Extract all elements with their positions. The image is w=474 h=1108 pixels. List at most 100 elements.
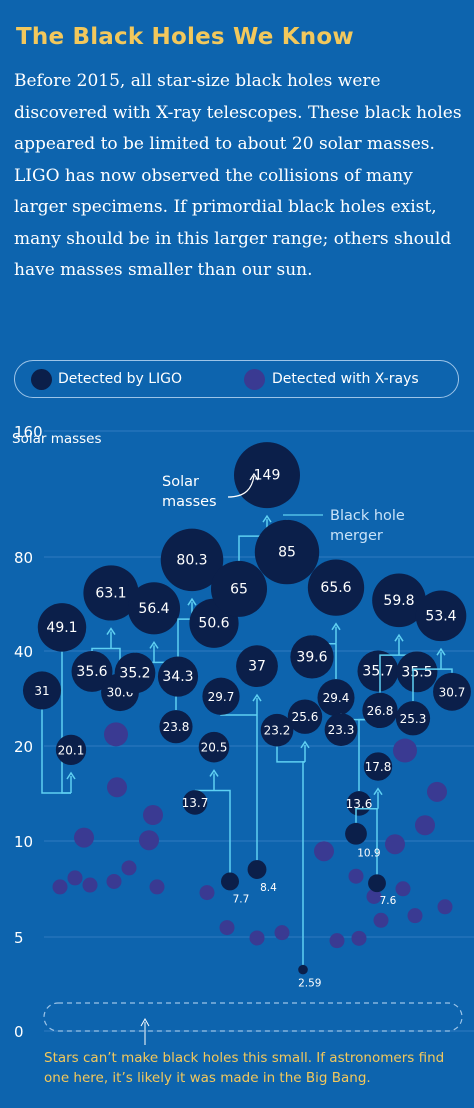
xray-point — [348, 868, 364, 884]
xray-point — [219, 920, 235, 936]
ligo-value-label: 23.3 — [328, 723, 355, 737]
ligo-value-label: 65 — [230, 581, 248, 597]
ligo-value-label: 39.6 — [296, 649, 327, 665]
ligo-value-label: 65.6 — [320, 580, 351, 596]
page-title: The Black Holes We Know — [16, 24, 354, 50]
ligo-value-label: 25.6 — [292, 710, 319, 724]
ligo-value-label: 35.7 — [362, 664, 393, 680]
merger-line — [302, 761, 305, 965]
xray-point — [274, 925, 290, 941]
merger-line — [379, 654, 399, 693]
ligo-point — [198, 731, 230, 763]
merger-line — [91, 647, 111, 651]
ligo-value-label: 7.7 — [233, 893, 250, 905]
merger-line — [276, 746, 305, 763]
ligo-legend-label: Detected by LIGO — [58, 371, 183, 387]
xray-point — [329, 933, 345, 949]
ligo-point — [37, 603, 87, 652]
ligo-value-label: 26.8 — [367, 704, 394, 718]
xray-point — [393, 738, 417, 763]
ligo-value-label: 17.8 — [365, 760, 392, 774]
ligo-point — [395, 701, 431, 736]
y-tick-label: 160 — [14, 423, 43, 441]
ligo-point — [157, 656, 199, 697]
xray-point — [143, 804, 163, 825]
xray-point — [67, 870, 83, 886]
ligo-value-label: 13.7 — [182, 796, 209, 810]
merger-arrowhead — [373, 787, 383, 796]
ligo-value-label: 35.5 — [401, 664, 432, 680]
ligo-value-label: 29.4 — [323, 691, 350, 705]
xray-point — [249, 930, 265, 946]
ligo-value-label: 53.4 — [425, 608, 456, 624]
ligo-value-label: 149 — [254, 468, 281, 484]
xray-point — [415, 815, 435, 836]
ligo-legend-dot — [31, 369, 52, 390]
xray-legend-dot — [244, 369, 265, 390]
ligo-point — [221, 872, 239, 891]
y-tick-label: 40 — [14, 643, 33, 661]
ligo-value-label: 34.3 — [162, 669, 193, 685]
merger-arrowhead — [187, 597, 197, 606]
merger-arrowhead — [106, 627, 116, 635]
ligo-point — [317, 679, 355, 717]
xray-legend-label: Detected with X-rays — [272, 371, 419, 387]
ligo-point — [307, 559, 365, 616]
ligo-point — [372, 573, 426, 628]
solar-masses-arrow — [227, 475, 255, 498]
xray-point — [149, 879, 165, 895]
xray-point — [395, 881, 411, 897]
ligo-point — [357, 650, 399, 692]
ligo-value-label: 20.1 — [58, 743, 85, 757]
xray-point — [199, 885, 215, 901]
xray-point — [407, 908, 423, 924]
primordial-region — [43, 1002, 463, 1032]
ligo-value-label: 56.4 — [138, 601, 169, 617]
y-tick-label: 10 — [14, 833, 33, 851]
ligo-point — [210, 560, 268, 617]
y-tick-label: 0 — [14, 1023, 24, 1041]
ligo-point — [159, 710, 193, 744]
ligo-value-label: 2.59 — [298, 977, 321, 989]
ligo-value-label: 10.9 — [357, 848, 380, 860]
merger-line — [441, 668, 453, 673]
ligo-point — [71, 650, 113, 692]
ligo-point — [290, 635, 334, 679]
merger-arrowhead — [66, 771, 76, 780]
ligo-point — [22, 671, 62, 710]
merger-line — [41, 709, 71, 794]
xray-point — [373, 912, 389, 928]
ligo-value-label: 29.7 — [208, 690, 235, 704]
ligo-point — [83, 565, 139, 621]
xray-point — [385, 834, 405, 855]
merger-line — [61, 651, 71, 794]
ligo-point — [415, 590, 467, 642]
ligo-value-label: 80.3 — [176, 552, 207, 568]
xray-point — [139, 830, 159, 851]
ligo-value-label: 7.6 — [380, 895, 397, 907]
merger-arrowhead — [262, 514, 272, 523]
ligo-value-label: 85 — [278, 545, 296, 561]
ligo-point — [368, 874, 386, 893]
xray-point — [82, 877, 98, 893]
merger-line — [177, 618, 192, 657]
xray-point — [314, 841, 334, 862]
ligo-value-label: 23.8 — [163, 720, 190, 734]
merger-line — [376, 807, 378, 875]
ligo-value-label: 63.1 — [95, 585, 126, 601]
y-tick-label: 20 — [14, 738, 33, 756]
ligo-value-label: 8.4 — [260, 882, 277, 894]
ligo-value-label: 35.2 — [119, 666, 150, 682]
y-tick-label: 5 — [14, 929, 24, 947]
primordial-pointer-head — [140, 1017, 150, 1027]
ligo-point — [433, 672, 471, 711]
merger-arrowhead — [209, 769, 219, 777]
y-tick-label: 80 — [14, 549, 33, 567]
xray-point — [107, 777, 127, 798]
xray-point — [351, 930, 367, 946]
ligo-value-label: 30.7 — [439, 685, 466, 699]
ligo-value-label: 31 — [34, 684, 49, 698]
big-bang-note: Stars can’t make black holes this small.… — [44, 1050, 445, 1086]
ligo-point — [324, 713, 358, 746]
ligo-point — [236, 645, 278, 688]
